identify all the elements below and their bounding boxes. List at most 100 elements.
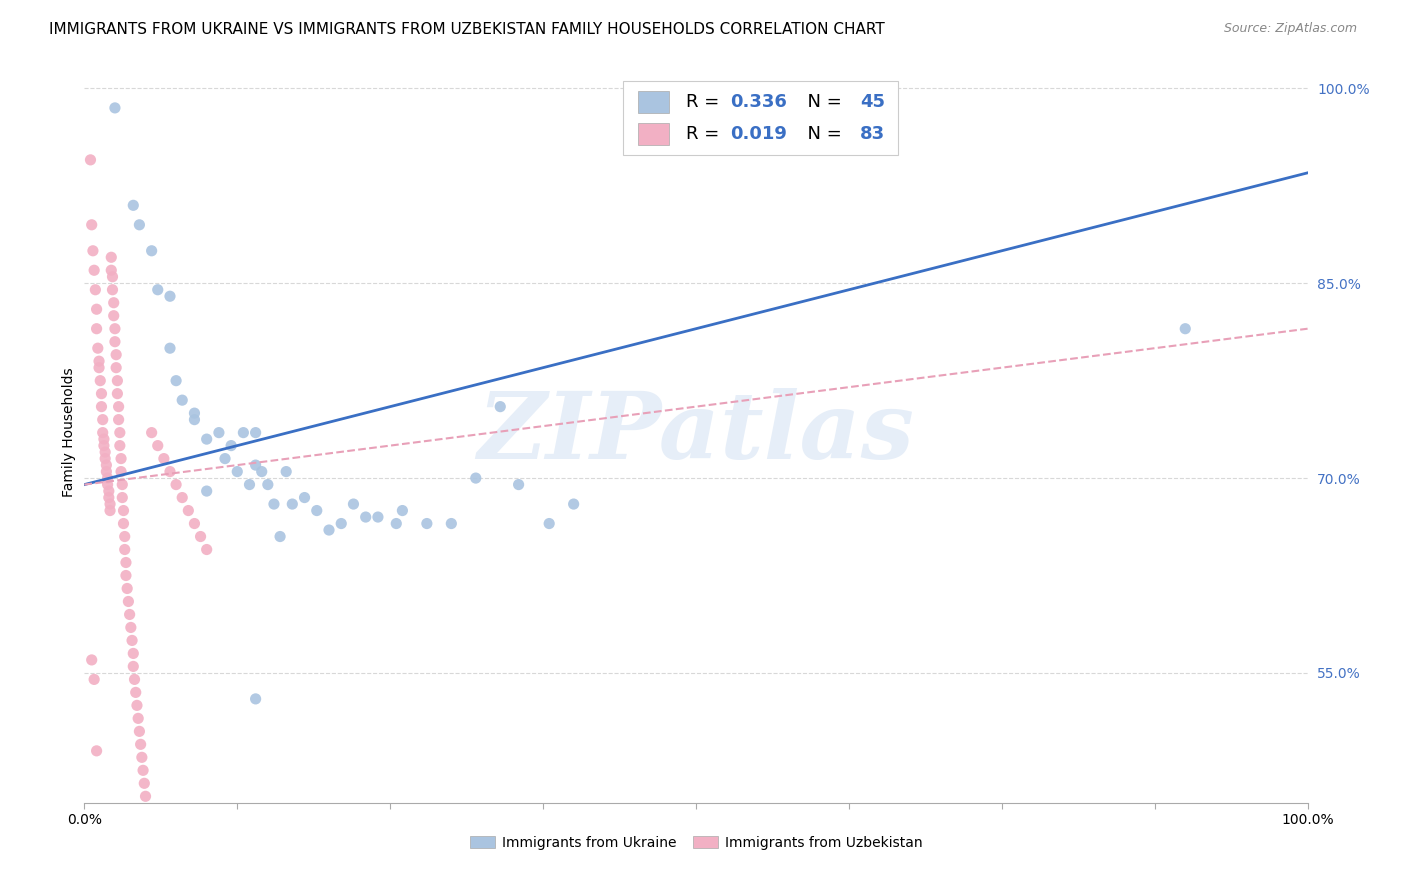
Point [122,198,145,212]
Point [367,510,389,524]
Point [97,484,120,499]
Point [83,263,105,277]
Point [294,491,316,505]
Point [120,620,142,634]
Point [508,477,530,491]
Point [83,673,105,687]
Point [114,542,136,557]
Text: IMMIGRANTS FROM UKRAINE VS IMMIGRANTS FROM UZBEKISTAN FAMILY HOUSEHOLDS CORRELAT: IMMIGRANTS FROM UKRAINE VS IMMIGRANTS FR… [49,22,884,37]
Point [110,451,132,466]
Point [183,516,205,531]
Point [84,283,107,297]
Point [87,360,110,375]
Point [98,503,121,517]
Point [104,101,127,115]
Point [86,302,108,317]
Point [276,465,298,479]
Point [104,334,127,349]
Point [132,764,155,778]
Point [134,776,156,790]
Point [146,283,169,297]
Point [562,497,585,511]
Point [108,439,131,453]
Point [115,556,138,570]
Point [238,477,260,491]
Point [464,471,486,485]
Point [101,269,124,284]
Point [125,685,148,699]
Point [90,386,112,401]
Point [89,374,111,388]
Point [91,412,114,426]
Point [1174,322,1197,336]
Point [94,445,117,459]
Point [153,451,176,466]
Point [159,341,181,355]
Point [82,244,104,258]
Point [195,542,218,557]
Point [79,153,101,167]
Point [87,354,110,368]
Point [141,244,163,258]
Point [330,516,353,531]
Point [342,497,364,511]
Point [86,744,108,758]
Text: 83: 83 [860,125,884,144]
Point [305,503,328,517]
Point [111,477,134,491]
Text: N =: N = [796,93,848,111]
Point [110,465,132,479]
Point [391,503,413,517]
Point [93,432,115,446]
Point [208,425,231,440]
Point [165,374,187,388]
Point [108,425,131,440]
Point [112,503,135,517]
Point [105,360,128,375]
Point [195,432,218,446]
Text: R =: R = [686,125,725,144]
Y-axis label: Family Households: Family Households [62,368,76,498]
Text: 45: 45 [860,93,884,111]
Point [117,594,139,608]
Text: ZIPatlas: ZIPatlas [478,388,914,477]
Point [489,400,512,414]
Point [97,477,120,491]
Point [115,582,138,596]
Point [128,218,150,232]
Point [416,516,439,531]
FancyBboxPatch shape [638,91,669,112]
Point [115,568,138,582]
Point [122,659,145,673]
Point [112,516,135,531]
Point [98,497,121,511]
Point [80,218,103,232]
Point [183,412,205,426]
Point [100,250,122,264]
Point [385,516,408,531]
Point [105,386,128,401]
Point [135,789,157,804]
Point [103,309,125,323]
Point [105,348,128,362]
Point [245,458,267,472]
Point [122,647,145,661]
Text: Source: ZipAtlas.com: Source: ZipAtlas.com [1223,22,1357,36]
Point [129,737,152,751]
Point [124,673,146,687]
Point [190,529,212,543]
Point [118,607,141,622]
Point [97,471,120,485]
Point [131,750,153,764]
Point [90,400,112,414]
Point [232,425,254,440]
Point [97,491,120,505]
Point [257,477,280,491]
Point [195,484,218,499]
Point [159,289,181,303]
Point [114,529,136,543]
Point [440,516,463,531]
Point [93,439,115,453]
Point [104,322,127,336]
Point [245,425,267,440]
